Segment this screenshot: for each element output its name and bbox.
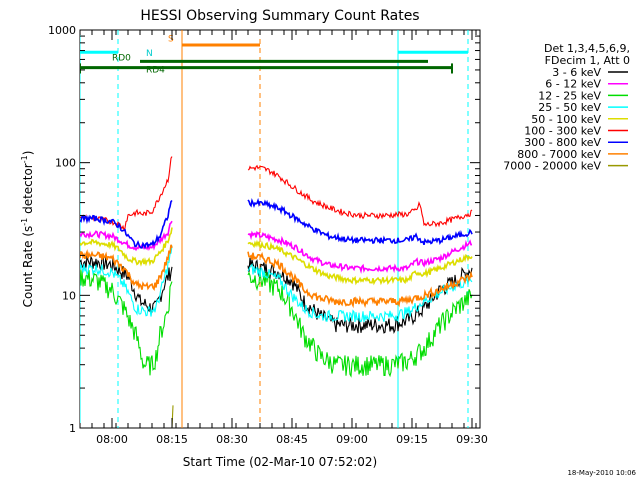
legend-entry-label: 50 - 100 keV xyxy=(531,113,601,126)
series-line-2-post xyxy=(247,230,473,274)
legend-entry-label: 12 - 25 keV xyxy=(538,89,601,102)
x-tick-label: 08:45 xyxy=(276,433,308,446)
legend: Det 1,3,4,5,6,9,FDecim 1, Att 03 - 6 keV… xyxy=(503,42,630,173)
rd0-label: RD0 xyxy=(112,53,131,63)
x-tick-label: 08:00 xyxy=(96,433,128,446)
series-line-3-pre xyxy=(80,266,173,376)
rd4-label: RD4 xyxy=(146,65,165,75)
y-tick-label: 1000 xyxy=(48,24,76,37)
x-tick-label: 08:30 xyxy=(216,433,248,446)
y-axis-label: Count Rate (s-1 detector-1) xyxy=(20,151,35,308)
legend-entry-label: 7000 - 20000 keV xyxy=(503,160,601,173)
legend-entry-label: 800 - 7000 keV xyxy=(517,148,601,161)
legend-header-line: FDecim 1, Att 0 xyxy=(545,54,630,67)
night-label: N xyxy=(146,49,153,59)
legend-header-line: Det 1,3,4,5,6,9, xyxy=(544,42,630,55)
legend-entry-label: 6 - 12 keV xyxy=(545,78,601,91)
legend-entry-label: 100 - 300 keV xyxy=(524,125,601,138)
series-line-5-pre xyxy=(80,227,173,267)
saa-label: S xyxy=(168,34,174,44)
x-tick-label: 08:15 xyxy=(156,433,188,446)
series-line-2-pre xyxy=(80,220,173,252)
legend-entry-label: 25 - 50 keV xyxy=(538,101,601,114)
series-line-7-pre xyxy=(80,199,173,250)
y-tick-label: 1 xyxy=(69,422,76,435)
series-line-5-post xyxy=(247,239,473,286)
x-axis-label: Start Time (02-Mar-10 07:52:02) xyxy=(183,455,377,469)
y-tick-label: 10 xyxy=(62,289,76,302)
series-line-8-post xyxy=(247,251,473,309)
legend-entry-label: 3 - 6 keV xyxy=(552,66,601,79)
series-line-1-post xyxy=(247,257,473,335)
x-tick-label: 09:00 xyxy=(336,433,368,446)
series-line-8-pre xyxy=(80,244,173,291)
series-line-4-pre xyxy=(80,245,173,317)
chart-title: HESSI Observing Summary Count Rates xyxy=(140,8,419,24)
timestamp: 18-May-2010 10:06 xyxy=(567,469,636,477)
x-tick-label: 09:15 xyxy=(396,433,428,446)
y-tick-label: 100 xyxy=(55,157,76,170)
series-line-3-post xyxy=(247,270,473,378)
x-tick-label: 09:30 xyxy=(456,433,488,446)
series-line-7-post xyxy=(247,197,473,246)
series-line-6-post xyxy=(247,164,473,228)
plot-frame xyxy=(79,29,481,429)
legend-entry-label: 300 - 800 keV xyxy=(524,136,601,149)
